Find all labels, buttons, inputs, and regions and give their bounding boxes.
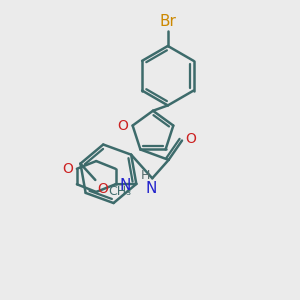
Text: O: O xyxy=(97,182,108,196)
Text: H: H xyxy=(141,169,150,182)
Text: O: O xyxy=(117,118,128,133)
Text: CH₃: CH₃ xyxy=(108,185,131,198)
Text: O: O xyxy=(185,132,196,146)
Text: O: O xyxy=(62,162,73,176)
Text: N: N xyxy=(145,181,157,196)
Text: N: N xyxy=(119,178,130,193)
Text: Br: Br xyxy=(159,14,176,29)
